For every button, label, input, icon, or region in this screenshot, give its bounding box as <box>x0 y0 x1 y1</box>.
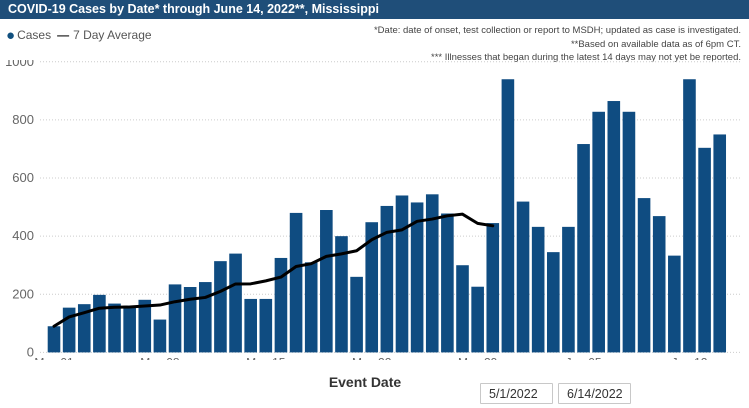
svg-text:May 08: May 08 <box>140 355 180 360</box>
svg-text:0: 0 <box>27 344 34 359</box>
svg-text:1000: 1000 <box>5 60 34 69</box>
svg-text:800: 800 <box>12 112 34 127</box>
svg-text:Jun 05: Jun 05 <box>566 355 602 360</box>
svg-text:Jun 12: Jun 12 <box>671 355 707 360</box>
svg-text:May 22: May 22 <box>352 355 392 360</box>
svg-text:200: 200 <box>12 286 34 301</box>
svg-text:400: 400 <box>12 228 34 243</box>
svg-text:May 15: May 15 <box>246 355 286 360</box>
svg-text:600: 600 <box>12 170 34 185</box>
svg-text:May 29: May 29 <box>458 355 498 360</box>
svg-text:May 01: May 01 <box>34 355 74 360</box>
